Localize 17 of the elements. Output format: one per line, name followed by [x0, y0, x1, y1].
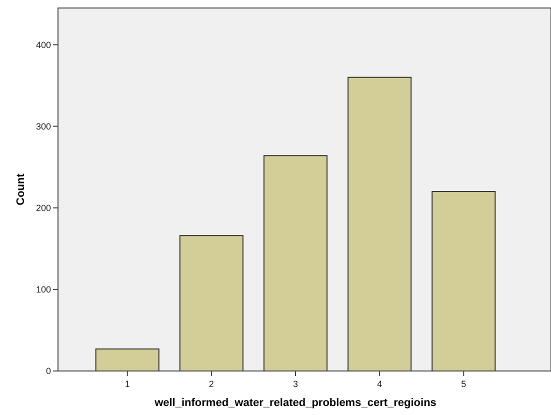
y-tick-label: 400 — [36, 40, 51, 50]
x-tick-label: 1 — [124, 379, 130, 389]
y-axis-title: Count — [15, 173, 27, 206]
y-tick-label: 300 — [36, 121, 51, 132]
bar — [348, 76, 412, 372]
bar — [179, 235, 244, 372]
bar — [95, 348, 160, 372]
x-tick-label: 3 — [292, 379, 298, 389]
y-tick-label: 0 — [46, 366, 51, 376]
bar — [263, 155, 328, 372]
x-tick-label: 2 — [208, 379, 214, 389]
x-tick-label: 4 — [377, 379, 382, 389]
bar — [432, 191, 496, 372]
y-tick-label: 200 — [36, 203, 51, 214]
x-tick-label: 5 — [461, 379, 466, 389]
y-tick-label: 100 — [36, 284, 51, 295]
x-axis-title: well_informed_water_related_problems_cert_regioins — [154, 397, 436, 409]
